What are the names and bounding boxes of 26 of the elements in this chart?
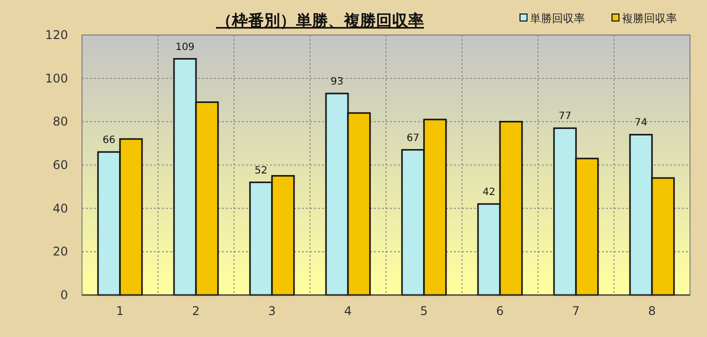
data-label: 42 [482, 187, 496, 198]
x-tick-label: 3 [268, 304, 276, 318]
x-tick-label: 6 [496, 304, 504, 318]
x-tick-label: 5 [420, 304, 428, 318]
data-label: 66 [102, 135, 116, 146]
y-tick-label: 40 [52, 201, 68, 216]
x-tick-label: 7 [572, 304, 580, 318]
data-label: 52 [254, 165, 268, 176]
legend-label: 複勝回収率 [622, 12, 677, 25]
data-label: 77 [558, 111, 572, 122]
y-tick-label: 100 [45, 71, 68, 86]
y-tick-label: 0 [60, 288, 68, 302]
data-label: 109 [175, 42, 195, 53]
data-label: 67 [406, 132, 420, 144]
legend-label: 単勝回収率 [530, 12, 585, 25]
data-label: 74 [634, 118, 648, 129]
y-tick-label: 120 [45, 28, 68, 42]
chart-title: （枠番別）単勝、複勝回収率 [216, 11, 424, 30]
x-tick-label: 1 [116, 304, 124, 318]
x-tick-label: 8 [648, 304, 656, 318]
x-tick-label: 4 [344, 304, 352, 318]
y-tick-label: 80 [52, 114, 68, 129]
x-tick-label: 2 [192, 304, 200, 318]
y-tick-label: 60 [52, 158, 68, 172]
data-label: 93 [330, 76, 344, 88]
y-tick-label: 20 [52, 244, 68, 259]
